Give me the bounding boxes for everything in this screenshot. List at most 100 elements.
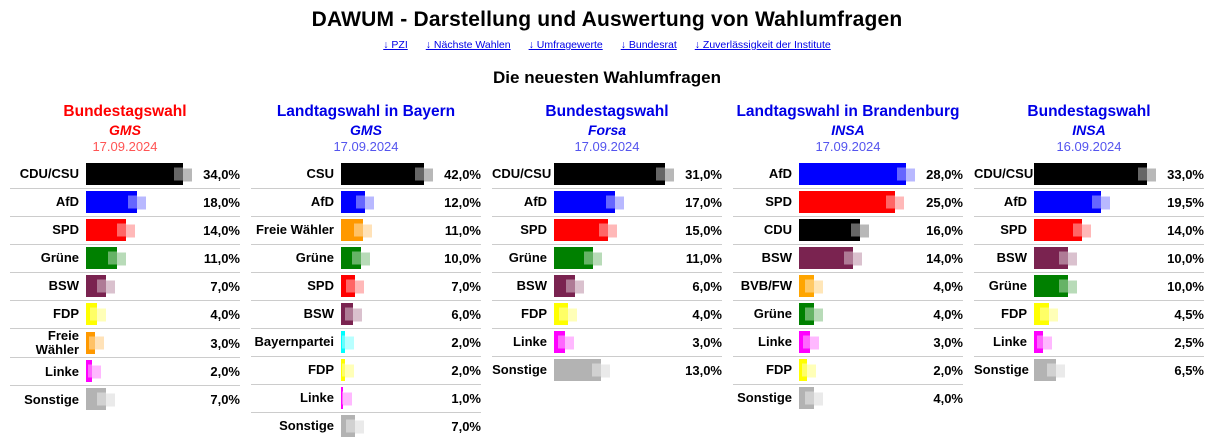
bar-area bbox=[86, 358, 194, 385]
poll-row: SPD 25,0% bbox=[733, 189, 963, 217]
bar-area bbox=[554, 245, 676, 272]
poll-date: 17.09.2024 bbox=[815, 138, 881, 154]
bar-range-marker-outer bbox=[614, 196, 624, 209]
party-label: AfD bbox=[1003, 194, 1027, 210]
bar-area bbox=[1034, 273, 1158, 300]
party-label: CDU/CSU bbox=[19, 166, 79, 182]
poll-row: Linke 2,0% bbox=[10, 358, 240, 387]
bar-range-marker-inner bbox=[345, 279, 355, 293]
poll-bar bbox=[341, 247, 361, 269]
poll-bar bbox=[341, 303, 353, 325]
bar-range-marker-inner bbox=[96, 279, 106, 293]
poll-header: Landtagswahl in Brandenburg INSA 17.09.202… bbox=[733, 103, 963, 156]
poll-value: 4,0% bbox=[692, 307, 722, 322]
bar-range-marker-inner bbox=[1138, 167, 1147, 181]
nav-link-5[interactable]: ↓ Zuverlässigkeit der Institute bbox=[694, 39, 831, 51]
poll-row: CDU/CSU 33,0% bbox=[974, 161, 1204, 189]
bar-range-marker-outer bbox=[105, 393, 115, 407]
bar-range-marker-inner bbox=[656, 167, 665, 181]
party-label: CDU/CSU bbox=[492, 166, 552, 182]
bar-range-marker-inner bbox=[805, 279, 815, 293]
bar-area bbox=[1034, 217, 1158, 244]
poll-row: Freie Wähler 3,0% bbox=[10, 328, 240, 359]
party-label: AfD bbox=[523, 194, 547, 210]
poll-row: Grüne 4,0% bbox=[733, 301, 963, 329]
bar-area bbox=[341, 413, 435, 440]
party-label: BSW bbox=[996, 250, 1027, 266]
party-label: Grüne bbox=[40, 250, 79, 266]
party-label: BSW bbox=[48, 278, 79, 294]
poll-row: BSW 14,0% bbox=[733, 245, 963, 273]
bar-range-marker-outer bbox=[593, 252, 603, 265]
poll-bar bbox=[554, 359, 601, 381]
poll-bar bbox=[799, 191, 895, 213]
bar-area bbox=[554, 161, 676, 188]
poll-value: 4,0% bbox=[933, 391, 963, 406]
poll-bar bbox=[554, 303, 569, 325]
bar-range-marker-inner bbox=[116, 223, 126, 237]
party-label: BVB/FW bbox=[740, 278, 792, 294]
bar-area bbox=[86, 386, 194, 413]
bar-area bbox=[341, 357, 435, 384]
poll-row: Bayernpartei 2,0% bbox=[251, 329, 481, 357]
nav-link-1[interactable]: ↓ PZI bbox=[383, 39, 408, 51]
poll-row: AfD 28,0% bbox=[733, 161, 963, 189]
bar-range-marker-inner bbox=[353, 223, 363, 237]
bar-range-marker-inner bbox=[89, 336, 95, 350]
nav-link-2[interactable]: ↓ Nächste Wahlen bbox=[425, 39, 511, 51]
bar-range-marker-outer bbox=[1042, 336, 1052, 349]
poll-card: Bundestagswahl INSA 16.09.2024 CDU/CSU 33,0%… bbox=[974, 103, 1204, 384]
poll-bar bbox=[86, 303, 98, 325]
poll-value: 16,0% bbox=[926, 223, 963, 238]
bar-range-marker-outer bbox=[344, 364, 354, 377]
party-label: Linke bbox=[993, 334, 1027, 350]
poll-value: 10,0% bbox=[444, 251, 481, 266]
bar-range-marker-outer bbox=[183, 168, 192, 181]
bar-range-marker-outer bbox=[424, 168, 433, 181]
poll-row: FDP 2,0% bbox=[733, 357, 963, 385]
bar-area bbox=[341, 329, 435, 356]
poll-value: 11,0% bbox=[203, 251, 240, 266]
party-label: SPD bbox=[1000, 222, 1027, 238]
bar-range-marker-outer bbox=[342, 392, 352, 405]
bar-range-marker-inner bbox=[345, 307, 353, 321]
bar-area bbox=[554, 217, 676, 244]
poll-bar bbox=[341, 163, 424, 185]
party-label: SPD bbox=[307, 278, 334, 294]
bar-range-marker-inner bbox=[90, 307, 98, 321]
poll-value: 10,0% bbox=[1167, 251, 1204, 266]
bar-range-marker-inner bbox=[1037, 335, 1043, 349]
poll-value: 7,0% bbox=[451, 279, 481, 294]
poll-bar bbox=[1034, 163, 1147, 185]
bar-range-marker-inner bbox=[559, 307, 569, 321]
bar-area bbox=[341, 245, 435, 272]
party-label: CDU/CSU bbox=[974, 166, 1034, 182]
poll-bar bbox=[86, 331, 95, 354]
poll-row: FDP 4,0% bbox=[492, 301, 722, 329]
poll-row: SPD 15,0% bbox=[492, 217, 722, 245]
bar-range-marker-outer bbox=[852, 252, 862, 265]
poll-value: 17,0% bbox=[685, 195, 722, 210]
bar-range-marker-inner bbox=[342, 363, 345, 377]
poll-row: BSW 7,0% bbox=[10, 273, 240, 301]
party-label: Sonstige bbox=[492, 362, 547, 378]
poll-value: 7,0% bbox=[210, 392, 240, 408]
poll-value: 6,0% bbox=[692, 279, 722, 294]
nav-link-4[interactable]: ↓ Bundesrat bbox=[620, 39, 677, 51]
party-label: Linke bbox=[758, 334, 792, 350]
bar-area bbox=[799, 273, 917, 300]
bar-area bbox=[86, 161, 194, 188]
bar-area bbox=[341, 273, 435, 300]
poll-header: Bundestagswahl GMS 17.09.2024 bbox=[10, 103, 240, 156]
nav-link-3[interactable]: ↓ Umfragewerte bbox=[528, 39, 603, 51]
bar-range-marker-outer bbox=[344, 336, 354, 349]
poll-value: 2,0% bbox=[451, 363, 481, 378]
poll-row: AfD 19,5% bbox=[974, 189, 1204, 217]
bar-range-marker-outer bbox=[352, 308, 362, 321]
bar-area bbox=[1034, 329, 1158, 356]
poll-institute: GMS bbox=[350, 121, 382, 138]
poll-bar bbox=[86, 219, 126, 241]
party-label: AfD bbox=[768, 166, 792, 182]
bar-range-marker-outer bbox=[894, 196, 904, 209]
party-label: Linke bbox=[513, 334, 547, 350]
